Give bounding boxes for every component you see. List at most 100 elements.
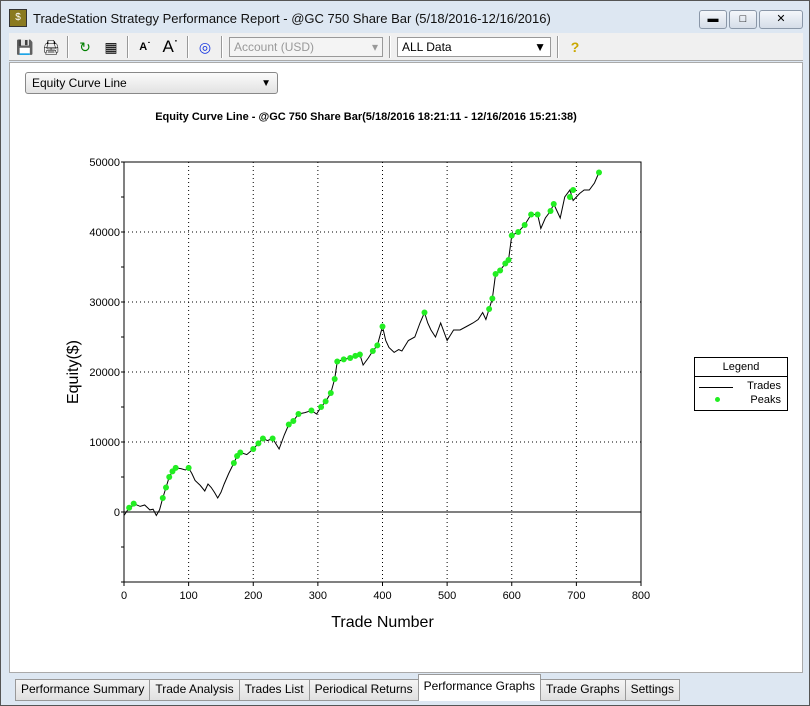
plot-frame — [123, 161, 642, 583]
peak-point — [259, 435, 266, 442]
chart-title: Equity Curve Line - @GC 750 Share Bar(5/… — [155, 111, 577, 123]
tab-periodical-returns[interactable]: Periodical Returns — [308, 679, 419, 701]
settings-icon[interactable]: ▦ — [104, 38, 118, 55]
refresh-icon[interactable]: ↻ — [79, 38, 91, 55]
peak-point — [421, 309, 428, 316]
x-tick-label: 600 — [503, 590, 521, 602]
graph-panel: Equity Curve Line ▼ Equity Curve Line - @… — [9, 62, 803, 673]
x-tick-label: 800 — [632, 590, 650, 602]
peak-point — [250, 446, 257, 452]
peak-point — [185, 464, 192, 471]
x-tick-label: 500 — [438, 590, 456, 602]
x-tick-label: 200 — [244, 590, 262, 602]
peak-point — [497, 267, 504, 274]
graph-type-value: Equity Curve Line — [32, 76, 127, 90]
peak-point — [285, 421, 292, 428]
y-tick-label: 0 — [114, 507, 120, 519]
peak-point — [521, 222, 528, 228]
peak-point — [237, 449, 244, 456]
peak-point — [550, 201, 557, 207]
x-tick-label: 300 — [309, 590, 327, 602]
peak-point — [566, 194, 573, 200]
target-icon[interactable]: ◎ — [198, 38, 212, 55]
y-tick-label: 40000 — [89, 227, 120, 239]
peak-point — [255, 440, 262, 447]
peak-point — [374, 342, 381, 349]
peak-point — [570, 187, 577, 193]
y-tick-label: 20000 — [89, 367, 120, 379]
x-axis-label: Trade Number — [331, 614, 434, 631]
peak-point — [290, 418, 297, 424]
x-tick-label: 700 — [567, 590, 585, 602]
chevron-down-icon: ▼ — [534, 39, 546, 54]
peak-point — [334, 358, 341, 365]
data-range-value: ALL Data — [402, 39, 452, 54]
peak-point — [126, 504, 133, 511]
peak-point — [230, 460, 237, 466]
x-tick-label: 0 — [121, 590, 127, 602]
peak-point — [486, 306, 493, 312]
peak-point — [515, 229, 522, 235]
tab-bar: Performance Summary Trade Analysis Trades … — [15, 674, 680, 701]
graph-type-select[interactable]: Equity Curve Line ▼ — [25, 72, 278, 94]
peak-point — [130, 500, 137, 507]
y-axis-label: Equity($) — [65, 340, 82, 404]
peak-point — [369, 348, 376, 354]
peak-point — [172, 464, 179, 471]
tab-settings[interactable]: Settings — [624, 679, 680, 701]
x-tick-label: 100 — [179, 590, 197, 602]
peak-point — [340, 356, 347, 363]
legend-peaks-swatch — [715, 397, 720, 402]
y-tick-label: 10000 — [89, 437, 120, 449]
peak-point — [166, 474, 173, 480]
close-button[interactable]: ✕ — [759, 10, 803, 29]
save-icon[interactable]: 💾 — [16, 38, 34, 55]
peak-point — [356, 351, 363, 358]
tab-performance-graphs[interactable]: Performance Graphs — [417, 674, 541, 701]
data-range-select[interactable]: ALL Data ▼ — [397, 36, 551, 57]
tab-trade-graphs[interactable]: Trade Graphs — [540, 679, 626, 701]
account-value: Account (USD) — [234, 39, 315, 54]
legend-peaks-label: Peaks — [750, 394, 781, 406]
chart-legend: Legend Trades Peaks — [694, 357, 788, 411]
peak-point — [159, 495, 166, 501]
peak-point — [308, 407, 315, 414]
peak-point — [352, 352, 359, 359]
peak-point — [595, 169, 602, 176]
peak-point — [331, 376, 338, 382]
peak-point — [489, 295, 496, 302]
peak-point — [528, 211, 535, 218]
legend-trades-swatch — [699, 387, 733, 388]
tab-trade-analysis[interactable]: Trade Analysis — [149, 679, 240, 701]
maximize-button[interactable]: □ — [729, 10, 757, 29]
peak-point — [505, 257, 512, 263]
account-select[interactable]: Account (USD) ▾ — [229, 36, 383, 57]
tab-trades-list[interactable]: Trades List — [238, 679, 310, 701]
x-tick-label: 400 — [373, 590, 391, 602]
peak-point — [379, 323, 386, 330]
equity-chart: 0 100 200 300 400 500 600 700 800 0 10000 20000 3000… — [65, 157, 650, 631]
peak-point — [547, 208, 554, 214]
minimize-button[interactable]: ▬ — [699, 10, 727, 29]
toolbar: 💾 🖨 ↻ ▦ A˙ A˙ ◎ Account (USD) ▾ ALL Data ▼… — [9, 33, 803, 61]
print-icon[interactable]: 🖨 — [42, 38, 60, 55]
peak-point — [492, 271, 499, 277]
trades-line — [123, 172, 600, 517]
peak-point — [163, 484, 170, 491]
peak-point — [269, 435, 276, 442]
peak-point — [322, 398, 329, 405]
chevron-down-icon: ▾ — [371, 39, 378, 54]
legend-title: Legend — [722, 361, 760, 373]
peak-point — [534, 211, 541, 218]
y-tick-label: 30000 — [89, 297, 120, 309]
peak-point — [295, 411, 302, 417]
tab-performance-summary[interactable]: Performance Summary — [15, 679, 151, 701]
tradestation-app-icon: $ — [9, 9, 27, 27]
window-title: TradeStation Strategy Performance Report… — [33, 10, 551, 26]
increase-font-icon[interactable]: A˙ — [162, 36, 180, 56]
y-tick-label: 50000 — [89, 157, 120, 169]
title-bar: $ TradeStation Strategy Performance Repo… — [9, 9, 551, 27]
help-icon[interactable]: ? — [570, 38, 580, 55]
decrease-font-icon[interactable]: A˙ — [139, 40, 151, 53]
